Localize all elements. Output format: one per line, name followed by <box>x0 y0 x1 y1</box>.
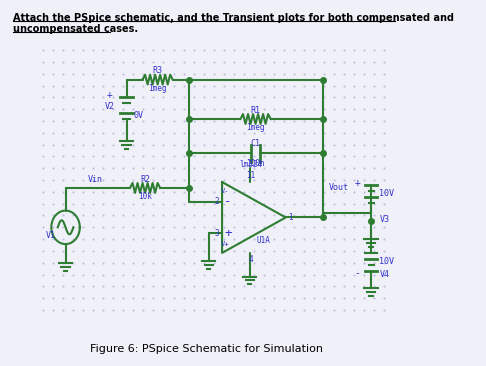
Text: V-: V- <box>221 188 230 194</box>
Text: 10V: 10V <box>380 257 395 266</box>
Text: 1: 1 <box>288 213 293 222</box>
Text: 0V: 0V <box>133 111 143 120</box>
Text: +: + <box>107 90 113 100</box>
Text: R3: R3 <box>153 66 163 75</box>
Text: Vin: Vin <box>87 175 103 184</box>
Text: V+: V+ <box>221 241 230 247</box>
Text: +: + <box>355 178 361 188</box>
Text: V4: V4 <box>380 270 389 279</box>
Text: Figure 6: PSpice Schematic for Simulation: Figure 6: PSpice Schematic for Simulatio… <box>90 344 323 354</box>
Text: -: - <box>355 268 361 278</box>
Text: R1: R1 <box>251 106 260 115</box>
Text: 1meg: 1meg <box>246 123 265 132</box>
Text: 100n: 100n <box>246 159 265 168</box>
Text: C1: C1 <box>251 139 260 148</box>
Text: R2: R2 <box>140 175 150 184</box>
Text: V1: V1 <box>46 231 55 240</box>
Text: Vout: Vout <box>329 183 349 193</box>
Text: 10V: 10V <box>380 189 395 198</box>
Text: V3: V3 <box>380 215 389 224</box>
Text: 11: 11 <box>246 171 255 180</box>
Text: Attach the PSpice schematic, and the Transient plots for both compensated and: Attach the PSpice schematic, and the Tra… <box>13 12 454 23</box>
Text: 3: 3 <box>215 229 219 238</box>
Text: 1meg: 1meg <box>148 84 167 93</box>
Text: U1A: U1A <box>257 236 270 245</box>
Text: V2: V2 <box>105 102 115 111</box>
Text: -: - <box>224 195 232 208</box>
Text: 10k: 10k <box>138 192 152 201</box>
Text: 2: 2 <box>215 197 219 206</box>
Text: +: + <box>224 227 232 240</box>
Text: 4: 4 <box>248 255 253 264</box>
Text: uncompensated cases.: uncompensated cases. <box>13 25 138 34</box>
Text: lm324: lm324 <box>239 160 262 169</box>
